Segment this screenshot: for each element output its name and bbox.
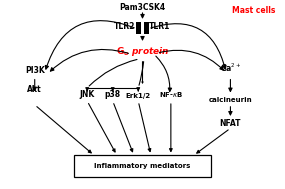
Text: TLR1: TLR1 [149,22,171,31]
Text: Ca$^{2+}$: Ca$^{2+}$ [220,61,241,74]
Text: JNK: JNK [80,90,95,99]
Text: PI3K: PI3K [25,66,45,75]
Text: NF-$\kappa$B: NF-$\kappa$B [159,90,183,99]
Text: Mast cells: Mast cells [233,5,276,15]
FancyBboxPatch shape [136,22,141,34]
Text: TLR2: TLR2 [114,22,136,31]
Text: Inflammatory mediators: Inflammatory mediators [94,163,191,169]
FancyBboxPatch shape [74,155,211,177]
Text: p38: p38 [105,90,121,99]
FancyBboxPatch shape [144,22,149,34]
Text: Akt: Akt [27,84,42,94]
Text: Erk1/2: Erk1/2 [126,93,151,99]
Text: calcineurin: calcineurin [209,97,252,103]
Text: Pam3CSK4: Pam3CSK4 [119,3,166,12]
Text: NFAT: NFAT [220,119,241,128]
Text: $\mathbf{G_o}$ protein: $\mathbf{G_o}$ protein [116,45,169,58]
